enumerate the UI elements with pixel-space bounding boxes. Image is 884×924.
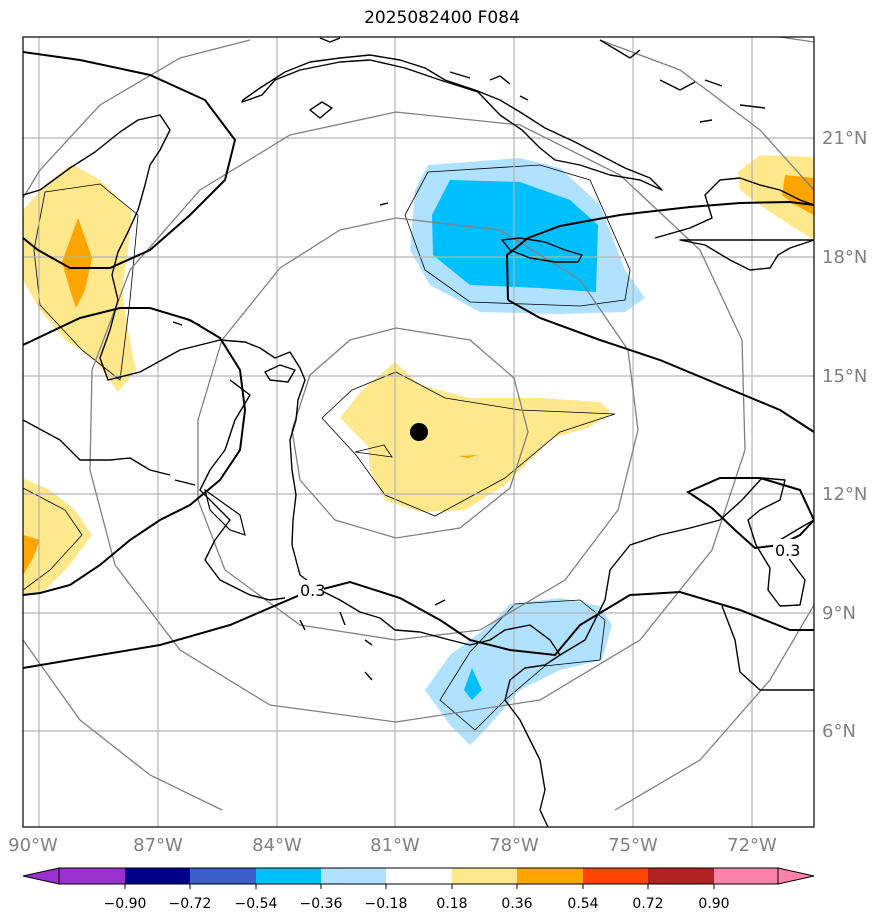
positive-anomaly-light bbox=[340, 362, 612, 512]
range-ring-3 bbox=[89, 111, 746, 723]
negative-anomaly-light-south bbox=[425, 598, 612, 745]
longitude-label: 78°W bbox=[489, 835, 539, 856]
contour-label: 0.3 bbox=[300, 581, 325, 600]
colorbar: −0.90 −0.72 −0.54 −0.36 −0.18 0.18 0.36 … bbox=[22, 867, 815, 912]
colorbar-segment bbox=[517, 868, 583, 884]
colorbar-tick-label: 0.90 bbox=[698, 896, 729, 912]
contour-line-jamaica bbox=[505, 200, 814, 301]
jamaica-coastline bbox=[501, 237, 583, 263]
thick-contours bbox=[23, 51, 814, 669]
positive-anomaly-west-orange bbox=[23, 535, 40, 575]
colorbar-tick-label: 0.36 bbox=[501, 896, 532, 912]
colorbar-high-extension bbox=[777, 867, 815, 885]
longitude-label: 72°W bbox=[727, 835, 777, 856]
colorbar-tick-label: −0.90 bbox=[104, 896, 147, 912]
contour-line-mid bbox=[23, 307, 247, 596]
colorbar-segment bbox=[321, 868, 386, 884]
colorbar-tick-label: −0.54 bbox=[235, 896, 278, 912]
contour-line-south bbox=[23, 580, 814, 669]
colorbar-segment bbox=[190, 868, 256, 884]
positive-anomaly-medium bbox=[458, 455, 478, 458]
hispaniola-coastline bbox=[654, 177, 814, 271]
negative-anomaly-medium-south bbox=[464, 668, 482, 700]
colorbar-segment bbox=[452, 868, 517, 884]
colorbar-tick-label: −0.72 bbox=[169, 896, 212, 912]
longitude-axis: 90°W 87°W 84°W 81°W 78°W 75°W 72°W bbox=[8, 835, 777, 856]
storm-center-marker bbox=[410, 423, 428, 441]
colorbar-tick-label: −0.36 bbox=[300, 896, 343, 912]
range-ring-2 bbox=[197, 217, 639, 641]
contour-line-north bbox=[23, 51, 237, 269]
longitude-label: 81°W bbox=[370, 835, 420, 856]
coastlines bbox=[23, 37, 814, 827]
contour-label-group: 0.3 0.3 bbox=[298, 539, 805, 600]
latitude-label: 21°N bbox=[822, 128, 867, 149]
colorbar-tick-label: −0.18 bbox=[365, 896, 408, 912]
positive-anomaly-west bbox=[23, 478, 92, 595]
colorbar-segment bbox=[256, 868, 321, 884]
colorbar-tick-label: 0.72 bbox=[632, 896, 663, 912]
colorbar-tick-label: 0.18 bbox=[436, 896, 467, 912]
thin-contours bbox=[23, 164, 631, 731]
colorbar-tick-label: 0.54 bbox=[567, 896, 598, 912]
colorbar-segment bbox=[59, 868, 125, 884]
latitude-label: 18°N bbox=[822, 247, 867, 268]
colorbar-segment bbox=[648, 868, 714, 884]
latitude-label: 15°N bbox=[822, 366, 867, 387]
range-ring-4 bbox=[23, 39, 251, 199]
latitude-label: 6°N bbox=[822, 721, 856, 742]
colorbar-segment bbox=[125, 868, 190, 884]
lat-lon-grid bbox=[23, 37, 814, 827]
latitude-label: 9°N bbox=[822, 603, 856, 624]
longitude-label: 87°W bbox=[133, 835, 183, 856]
colorbar-segment bbox=[583, 868, 648, 884]
range-ring-1 bbox=[291, 327, 529, 539]
colorbar-segment bbox=[714, 868, 778, 884]
map-title: 2025082400 F084 bbox=[364, 8, 520, 28]
longitude-label: 90°W bbox=[8, 835, 58, 856]
colorbar-segment bbox=[386, 868, 452, 884]
colorbar-low-extension bbox=[22, 867, 60, 885]
central-america-coastline bbox=[23, 114, 561, 827]
cuba-coastline bbox=[241, 54, 663, 191]
latitude-axis: 21°N 18°N 15°N 12°N 9°N 6°N bbox=[822, 128, 867, 742]
longitude-label: 75°W bbox=[608, 835, 658, 856]
contour-label: 0.3 bbox=[775, 541, 800, 560]
positive-anomaly-yucatan-orange bbox=[62, 218, 92, 308]
longitude-label: 84°W bbox=[252, 835, 302, 856]
small-contour bbox=[204, 488, 246, 536]
shaded-field bbox=[23, 155, 814, 745]
latitude-label: 12°N bbox=[822, 484, 867, 505]
range-rings bbox=[23, 37, 814, 811]
negative-anomaly-medium bbox=[432, 180, 598, 292]
map-frame bbox=[22, 36, 815, 828]
